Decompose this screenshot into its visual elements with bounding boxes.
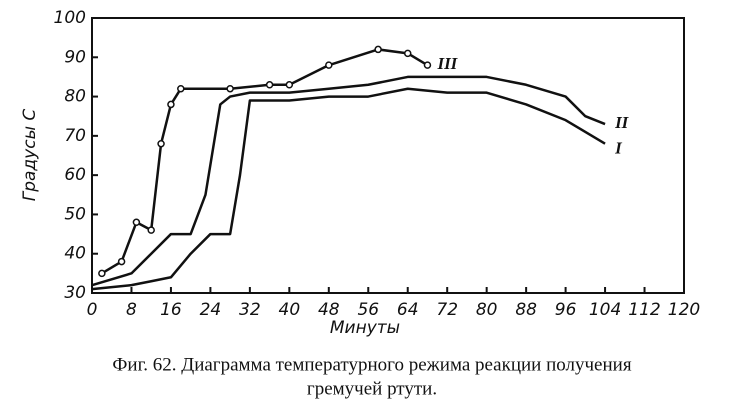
y-tick-label: 30 [64, 283, 86, 303]
caption: Фиг. 62. Диаграмма температурного режима… [112, 354, 631, 375]
x-tick-label: 56 [357, 300, 379, 320]
series-label: I [614, 139, 623, 158]
series-marker [132, 218, 141, 227]
series-marker [285, 81, 294, 89]
y-tick-label: 40 [64, 244, 86, 264]
x-tick-label: 112 [628, 300, 660, 320]
series-marker [177, 84, 185, 93]
x-tick-label: 8 [126, 300, 137, 320]
series-label: III [436, 54, 458, 73]
y-tick-label: 90 [64, 47, 86, 67]
x-tick-label: 64 [397, 300, 419, 320]
series-label: II [614, 113, 630, 132]
series-marker [147, 226, 155, 234]
series-marker [117, 257, 126, 266]
series-marker [167, 100, 175, 109]
x-tick-label: 80 [476, 300, 498, 320]
x-tick-label: 48 [318, 300, 340, 320]
x-tick-label: 96 [555, 300, 577, 320]
series-marker [423, 61, 432, 69]
series-marker [374, 45, 382, 54]
series-line [91, 75, 606, 287]
y-tick-label: 60 [64, 165, 86, 185]
x-tick-label: 32 [239, 300, 261, 320]
series-marker [325, 61, 333, 69]
series-marker [403, 49, 412, 58]
series-marker [157, 139, 165, 148]
caption: гремучей ртути. [307, 378, 437, 399]
x-tick-label: 0 [87, 300, 98, 320]
series-marker [226, 84, 234, 93]
y-tick-label: 100 [54, 8, 86, 28]
y-axis-label: Градусы С [20, 109, 40, 202]
series-marker [98, 269, 106, 278]
x-tick-label: 120 [668, 300, 700, 320]
x-tick-label: 40 [279, 300, 301, 320]
y-tick-label: 70 [64, 126, 86, 146]
plot-frame [91, 17, 685, 294]
series-marker [265, 81, 274, 89]
y-tick-label: 50 [64, 204, 86, 224]
x-tick-label: 88 [515, 300, 537, 320]
x-tick-label: 104 [589, 300, 621, 320]
x-tick-label: 72 [436, 300, 458, 320]
x-axis-label: Минуты [330, 318, 400, 338]
y-tick-label: 80 [64, 87, 86, 107]
x-tick-label: 16 [160, 300, 182, 320]
series-line [91, 87, 606, 291]
x-tick-label: 24 [200, 300, 222, 320]
